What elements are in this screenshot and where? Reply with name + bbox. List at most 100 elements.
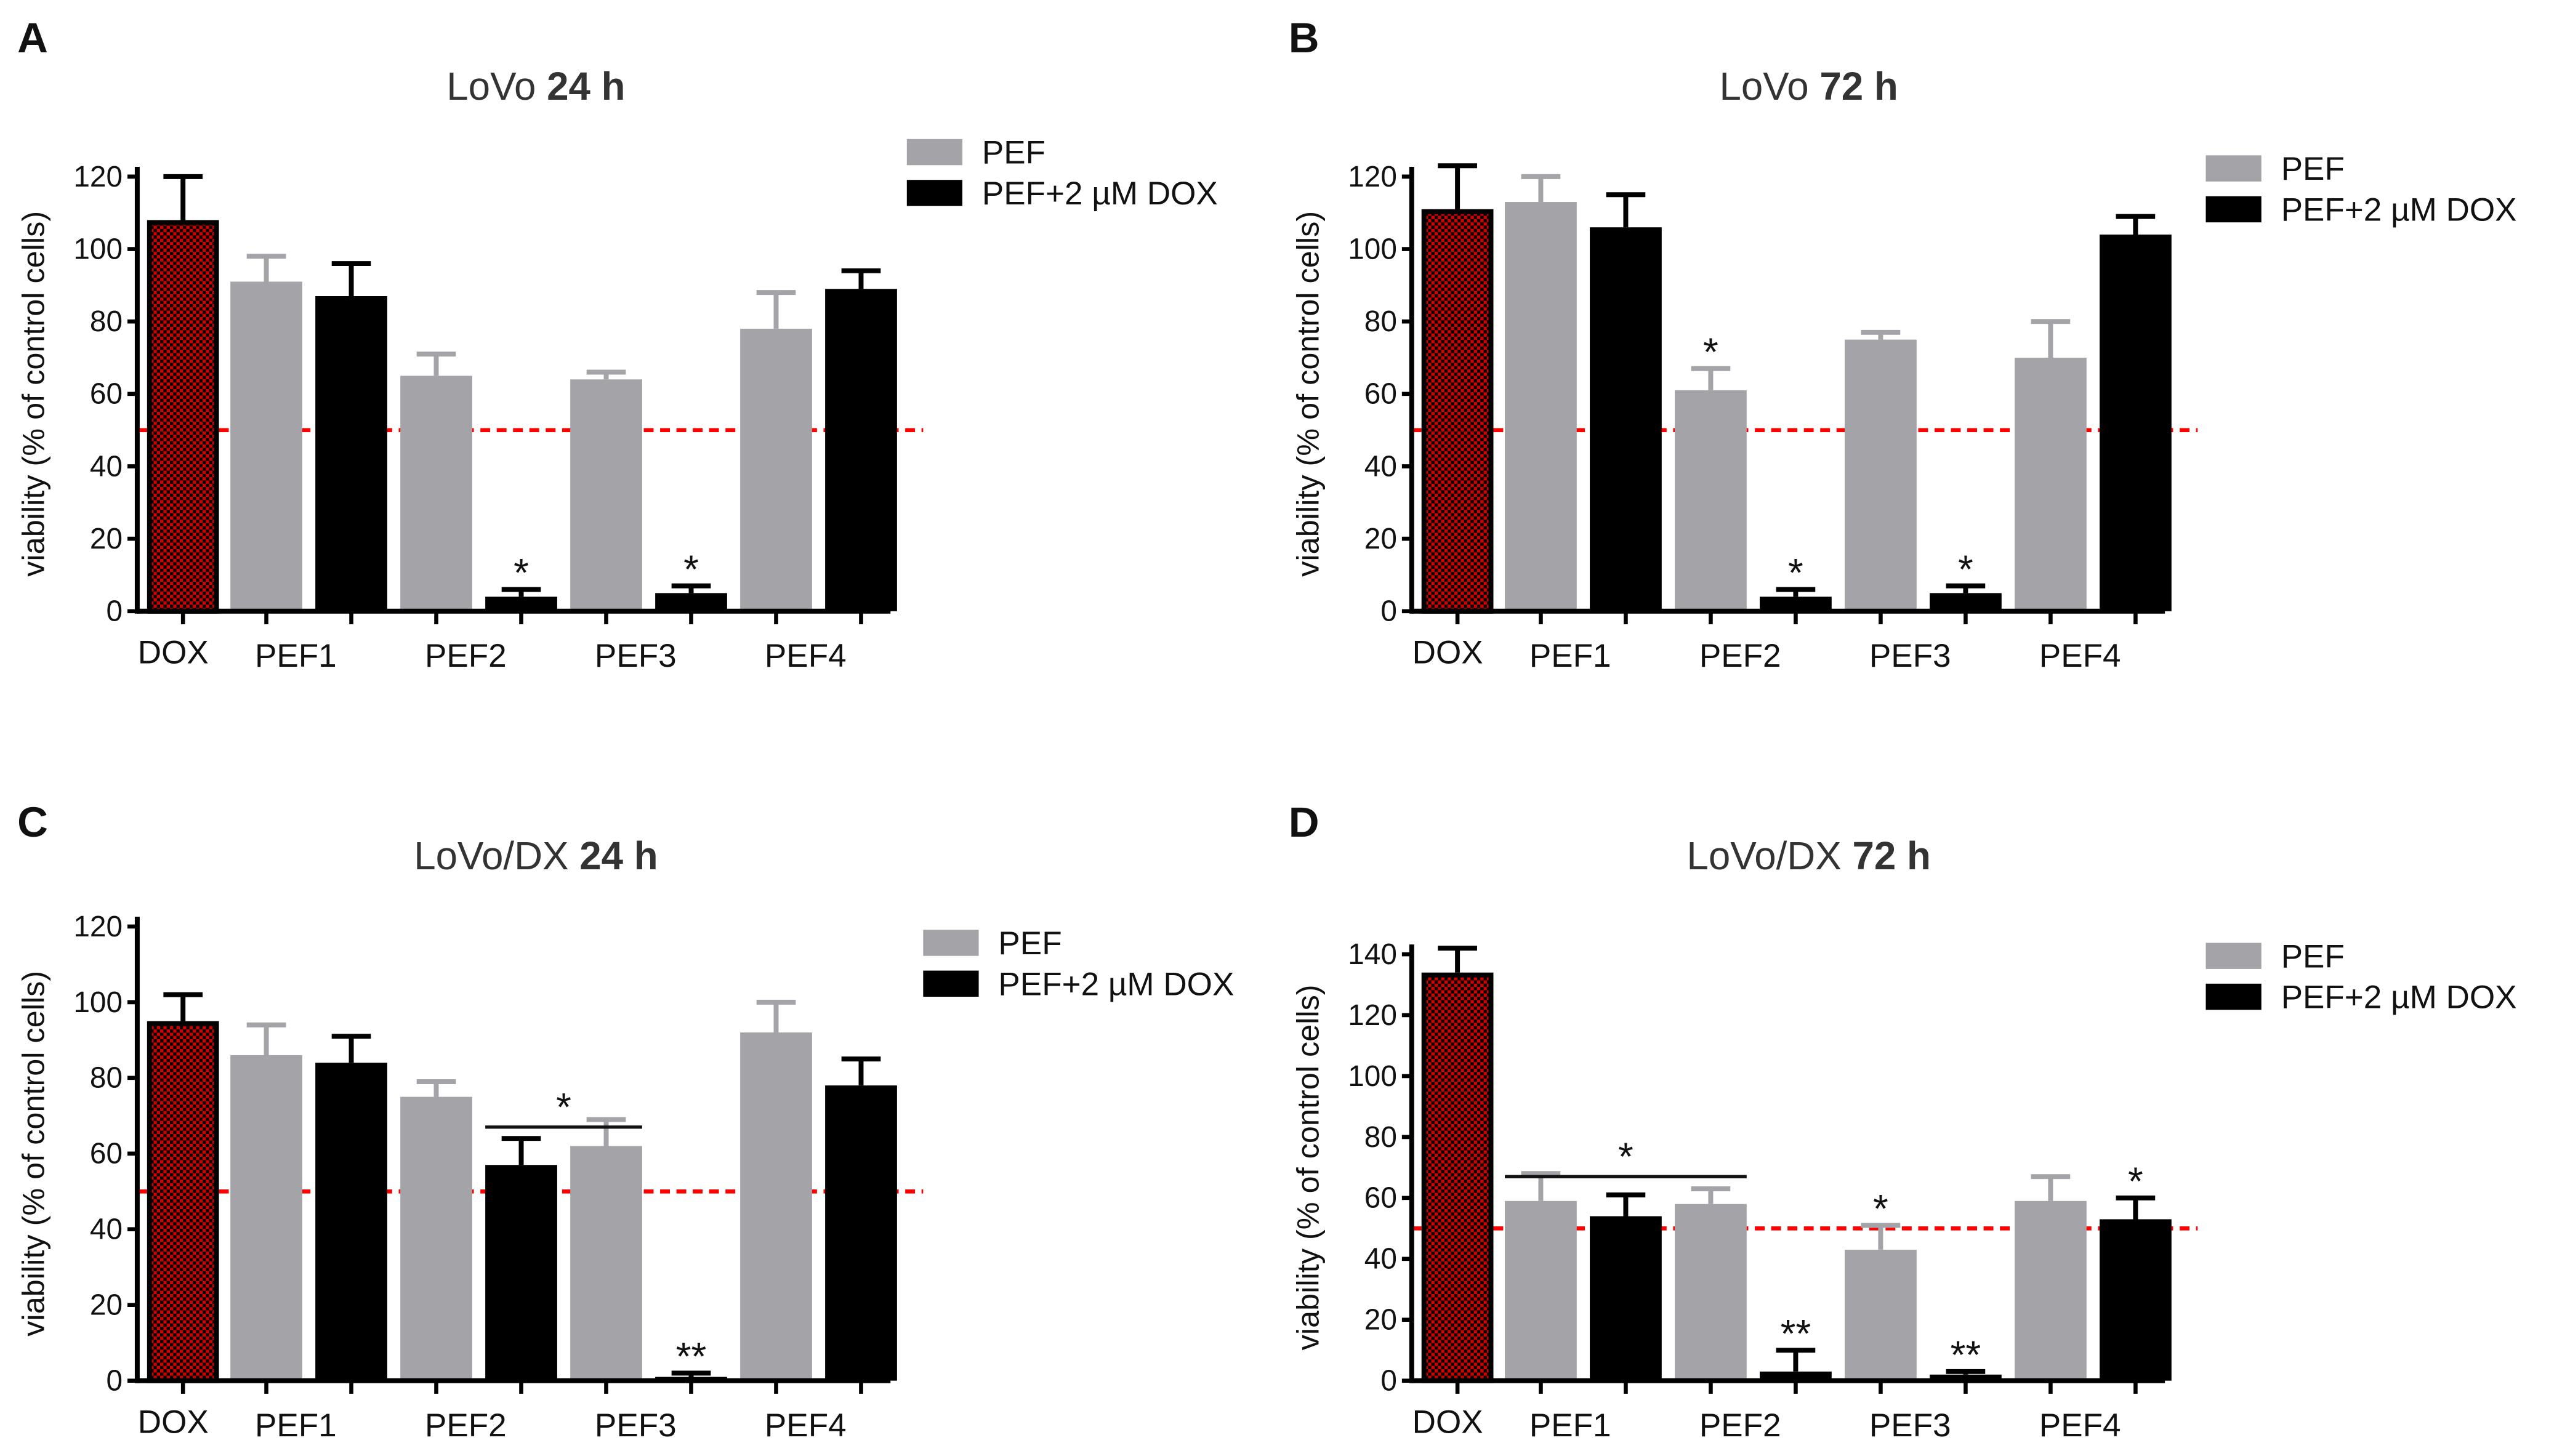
title-bold: 72 h [1852, 834, 1930, 878]
legend-label: PEF+2 µM DOX [982, 175, 1218, 212]
bar-pef3-pef [570, 379, 642, 611]
title-prefix: LoVo [446, 65, 547, 108]
y-tick-label: 40 [90, 450, 123, 483]
bar-pef2-pef [400, 1096, 472, 1381]
bar-pef1-pef-dox [315, 1063, 387, 1381]
legend-swatch [2205, 943, 2262, 969]
bar-pef3-pef-dox [1930, 593, 2002, 611]
bar-pef3-pef [1845, 1249, 1917, 1381]
legend-swatch [2205, 983, 2262, 1010]
significance-mark: ** [1781, 1312, 1811, 1356]
bar-pef3-pef [1845, 339, 1917, 611]
y-tick-label: 60 [1364, 1182, 1397, 1215]
chart-panel-c: C LoVo/DX 24 h viability (% of control cel… [16, 798, 1235, 1444]
legend-label: PEF [998, 925, 1061, 962]
y-tick-label: 120 [1348, 999, 1397, 1032]
y-axis-label: viability (% of control cells) [16, 971, 51, 1337]
x-tick-label: PEF3 [1869, 1407, 1951, 1444]
bar-pef4-pef [2015, 357, 2087, 611]
bar-pef4-pef-dox [2100, 1219, 2172, 1381]
significance-mark: * [1703, 330, 1718, 374]
x-tick-label: PEF2 [1699, 638, 1781, 674]
y-tick-label: 60 [90, 378, 123, 411]
title-prefix: LoVo/DX [414, 834, 579, 878]
x-tick-label: DOX [138, 1404, 209, 1441]
legend-label: PEF+2 µM DOX [2281, 979, 2517, 1016]
significance-mark: * [1958, 547, 1973, 591]
chart-panel-a: A LoVo 24 h viability (% of control cells)… [16, 14, 1218, 674]
bar-pef2-pef [400, 376, 472, 611]
y-axis-label: viability (% of control cells) [1291, 211, 1326, 577]
x-tick-label: PEF1 [255, 1407, 337, 1444]
y-tick-label: 60 [90, 1138, 123, 1170]
x-tick-label: DOX [1412, 635, 1483, 671]
significance-mark: * [1618, 1135, 1633, 1179]
y-tick-label: 120 [73, 911, 123, 943]
x-tick-label: PEF4 [2039, 638, 2121, 674]
bar-dox [1421, 972, 1494, 1383]
bar-pef1-pef-dox [315, 296, 387, 611]
title-prefix: LoVo [1719, 65, 1819, 108]
legend-swatch [923, 930, 979, 956]
significance-mark: * [514, 551, 529, 595]
x-tick-label: PEF3 [595, 638, 677, 674]
y-tick-label: 40 [1364, 450, 1397, 483]
bar-pef1-pef [230, 1055, 302, 1381]
significance-mark: * [683, 547, 699, 591]
chart-panel-b: B LoVo 72 h viability (% of control cells)… [1289, 14, 2517, 674]
y-tick-label: 0 [1380, 1365, 1397, 1398]
x-tick-label: PEF1 [1529, 1407, 1611, 1444]
x-tick-label: PEF2 [425, 1407, 507, 1444]
panel-label: C [17, 798, 48, 846]
chart-title: LoVo 24 h [446, 65, 625, 108]
y-tick-label: 80 [90, 1062, 123, 1095]
legend-swatch [2205, 196, 2262, 223]
y-tick-label: 20 [90, 1289, 123, 1322]
title-bold: 24 h [579, 834, 658, 878]
x-tick-label: PEF3 [1869, 638, 1951, 674]
panel-label: A [17, 14, 48, 62]
y-axis-label: viability (% of control cells) [16, 211, 51, 577]
title-bold: 72 h [1819, 65, 1898, 108]
panel-label: D [1289, 798, 1319, 846]
x-tick-label: PEF1 [1529, 638, 1611, 674]
x-tick-label: PEF4 [765, 638, 847, 674]
x-tick-label: PEF1 [255, 638, 337, 674]
y-tick-label: 20 [1364, 523, 1397, 555]
y-tick-label: 0 [106, 1365, 123, 1398]
bar-pef1-pef [1505, 1201, 1577, 1381]
chart-title: LoVo 72 h [1719, 65, 1898, 108]
legend-label: PEF [2281, 151, 2345, 187]
chart-panel-d: D LoVo/DX 72 h viability (% of control cel… [1289, 798, 2517, 1444]
legend-swatch [906, 139, 963, 166]
bar-pef4-pef [740, 1032, 812, 1381]
chart-title: LoVo/DX 72 h [1686, 834, 1930, 878]
significance-mark: * [2128, 1160, 2143, 1204]
y-tick-label: 20 [1364, 1304, 1397, 1337]
x-tick-label: PEF3 [595, 1407, 677, 1444]
legend-label: PEF [982, 135, 1045, 171]
y-tick-label: 100 [73, 986, 123, 1019]
chart-title: LoVo/DX 24 h [414, 834, 658, 878]
significance-mark: ** [1951, 1333, 1981, 1377]
bar-pef4-pef-dox [825, 1085, 897, 1381]
bar-pef2-pef [1675, 390, 1747, 611]
y-tick-label: 0 [106, 595, 123, 628]
bar-pef4-pef [740, 328, 812, 611]
y-tick-label: 0 [1380, 595, 1397, 628]
bar-pef4-pef-dox [825, 289, 897, 611]
y-tick-label: 40 [1364, 1243, 1397, 1276]
title-bold: 24 h [547, 65, 625, 108]
legend-swatch [2205, 155, 2262, 182]
panel-label: B [1289, 14, 1319, 62]
y-tick-label: 100 [1348, 233, 1397, 265]
y-tick-label: 20 [90, 523, 123, 555]
y-tick-label: 100 [73, 233, 123, 265]
legend-label: PEF [2281, 938, 2345, 975]
significance-mark: * [1873, 1187, 1888, 1231]
title-prefix: LoVo/DX [1686, 834, 1852, 878]
bar-dox [147, 220, 219, 614]
bar-pef4-pef-dox [2100, 234, 2172, 611]
bar-dox [147, 1021, 219, 1383]
